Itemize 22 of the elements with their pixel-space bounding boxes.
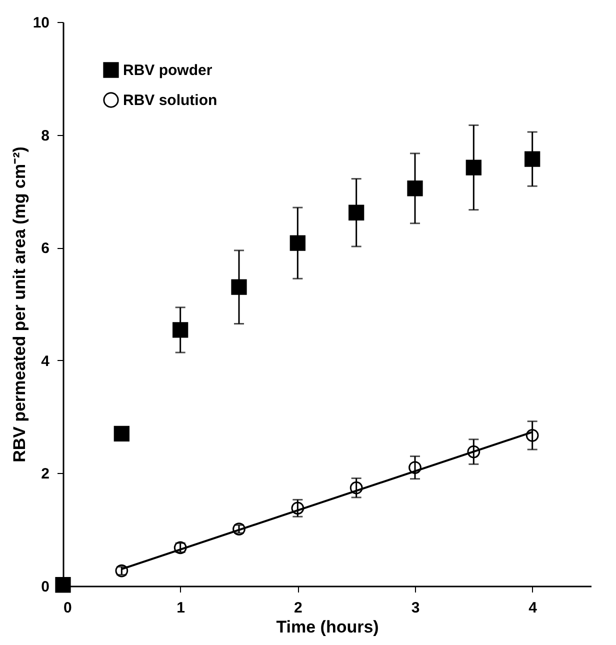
point: [524, 151, 540, 167]
legend-label: RBV powder: [123, 62, 212, 79]
x-tick-label: 1: [176, 600, 186, 616]
x-tick-label: 0: [64, 600, 72, 616]
y-axis-title: RBV permeated per unit area (mg cm⁻²): [10, 146, 29, 462]
x-tick-label: 3: [411, 600, 420, 616]
x-tick-label: 4: [528, 600, 538, 616]
y-tick-label: 8: [41, 127, 50, 144]
point: [231, 279, 247, 295]
y-tick-label: 10: [32, 14, 50, 32]
legend-label: RBV solution: [123, 92, 218, 109]
point: [407, 180, 423, 196]
x-tick-label: 2: [294, 600, 302, 616]
y-tick-label: 0: [41, 578, 50, 596]
y-tick-label: 6: [41, 240, 50, 258]
x-axis-title: Time (hours): [276, 618, 379, 636]
y-tick-label: 4: [41, 352, 50, 370]
point: [55, 577, 71, 593]
point: [466, 160, 482, 176]
y-tick-label: 2: [41, 466, 50, 483]
point: [114, 426, 130, 442]
point: [172, 322, 188, 338]
